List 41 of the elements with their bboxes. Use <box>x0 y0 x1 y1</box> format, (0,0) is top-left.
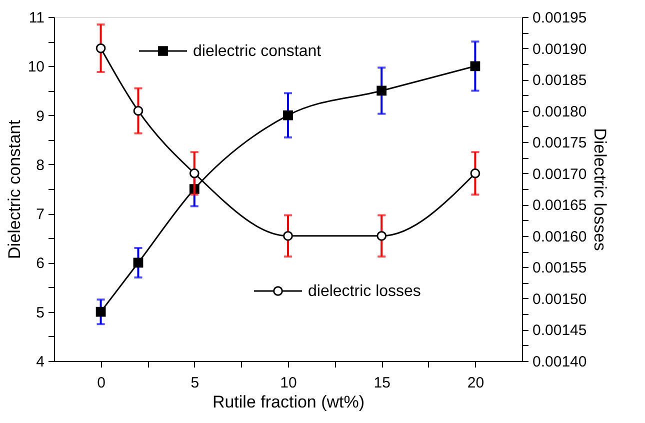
legend-label: dielectric losses <box>308 283 421 300</box>
y-tick-label: 9 <box>36 108 44 125</box>
y-tick-label: 8 <box>36 156 44 174</box>
point <box>376 230 387 241</box>
point <box>189 168 200 178</box>
y2-tick-label: 0.00145 <box>532 322 587 340</box>
x-tick-label: 20 <box>467 374 484 392</box>
y2-tick-label: 0.00185 <box>532 72 587 90</box>
y2-tick-label: 0.00150 <box>532 290 587 308</box>
x-tick-label: 15 <box>374 374 390 392</box>
y2-tick-label: 0.00165 <box>532 197 587 214</box>
x-tick-label: 5 <box>190 374 200 392</box>
y2-tick-label: 0.00170 <box>532 166 587 183</box>
point <box>470 168 480 178</box>
point <box>96 43 106 54</box>
y2-tick-label: 0.00140 <box>532 354 587 370</box>
point <box>283 230 293 241</box>
y2-tick-label: 0.00155 <box>532 260 587 277</box>
y-axis-title: Dielectric constant <box>4 120 24 259</box>
y2-tick-label: 0.00180 <box>532 103 587 120</box>
y-tick-label: 10 <box>28 58 44 76</box>
y2-tick-label: 0.00190 <box>532 40 587 58</box>
y2-tick-label: 0.00195 <box>532 10 587 26</box>
y2-axis-title: Dielectric losses <box>590 128 610 251</box>
point <box>133 258 144 268</box>
x-tick-label: 0 <box>97 374 106 392</box>
point <box>470 61 480 72</box>
y-tick-label: 6 <box>36 255 44 272</box>
y-tick-label: 5 <box>36 304 44 322</box>
y-tick-label: 4 <box>36 354 44 370</box>
x-tick-label: 10 <box>280 374 297 392</box>
point <box>96 306 106 317</box>
point <box>133 106 144 116</box>
point <box>376 86 387 96</box>
legend-label: dielectric constant <box>193 43 322 60</box>
y-tick-label: 7 <box>36 206 44 224</box>
y2-tick-label: 0.00160 <box>532 228 587 246</box>
x-axis-title: Rutile fraction (wt%) <box>212 392 365 412</box>
y-tick-label: 11 <box>28 10 44 26</box>
point <box>283 110 293 120</box>
y2-tick-label: 0.00175 <box>532 134 587 152</box>
